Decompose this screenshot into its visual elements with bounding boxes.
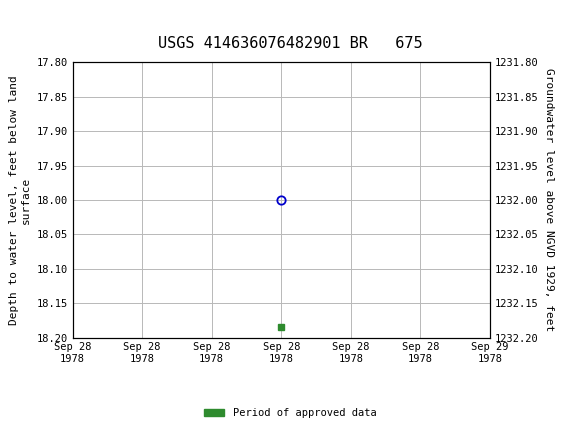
Y-axis label: Groundwater level above NGVD 1929, feet: Groundwater level above NGVD 1929, feet bbox=[544, 68, 554, 332]
Text: USGS: USGS bbox=[38, 7, 85, 22]
Legend: Period of approved data: Period of approved data bbox=[200, 404, 380, 423]
Text: USGS 414636076482901 BR   675: USGS 414636076482901 BR 675 bbox=[158, 36, 422, 50]
Y-axis label: Depth to water level, feet below land
surface: Depth to water level, feet below land su… bbox=[9, 75, 31, 325]
